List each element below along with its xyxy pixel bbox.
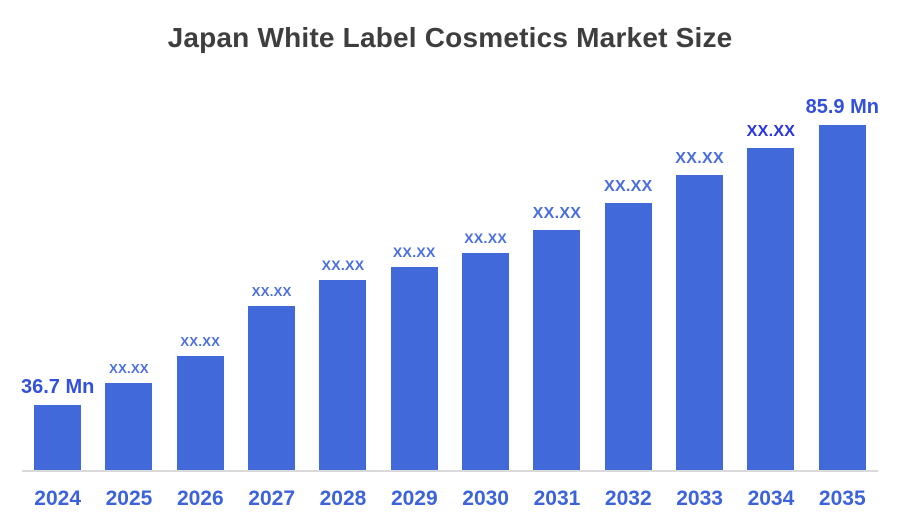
- bar-group: 36.7 Mn: [20, 376, 95, 470]
- bar-group: XX.XX: [664, 150, 735, 470]
- bar-value-label: XX.XX: [675, 150, 724, 168]
- bars-container: 36.7 Mn XX.XX XX.XX XX.XX XX.XX XX.XX XX.XX XX.…: [20, 0, 879, 470]
- bar-value-label: XX.XX: [464, 229, 507, 246]
- bar-value-label: 85.9 Mn: [805, 96, 879, 118]
- bar: [176, 356, 224, 470]
- x-axis-tick-label: 2024: [34, 487, 82, 510]
- bar-group: XX.XX: [307, 256, 378, 470]
- bar-group: XX.XX: [593, 178, 664, 470]
- x-axis-tick-label: 2027: [248, 487, 295, 510]
- bar-group: 85.9 Mn: [805, 96, 879, 470]
- bar-value-label: XX.XX: [251, 283, 292, 299]
- bar-group: XX.XX: [236, 283, 307, 470]
- bar-group: XX.XX: [735, 123, 806, 470]
- x-axis-tick-label: 2030: [462, 487, 509, 510]
- x-axis-tick-label: 2035: [818, 487, 866, 510]
- bar: [604, 203, 652, 470]
- bar: [533, 230, 581, 470]
- x-axis-line: [22, 470, 878, 472]
- bar-group: XX.XX: [165, 333, 236, 470]
- chart-title: Japan White Label Cosmetics Market Size: [167, 22, 733, 53]
- bar-value-label: 36.7 Mn: [20, 376, 95, 398]
- bar-group: XX.XX: [379, 243, 450, 470]
- bar-group: XX.XX: [521, 205, 592, 470]
- bar-value-label: XX.XX: [603, 178, 653, 196]
- x-axis-tick-label: 2032: [604, 487, 652, 510]
- bar: [390, 267, 438, 470]
- bar-value-label: XX.XX: [532, 205, 582, 223]
- bar-value-label: XX.XX: [109, 360, 149, 376]
- x-axis-tick-label: 2025: [105, 487, 153, 510]
- bar: [462, 253, 510, 470]
- x-axis-tick-label: 2029: [390, 487, 438, 510]
- bar: [105, 383, 153, 470]
- x-axis-tick-label: 2028: [319, 487, 367, 510]
- x-axis-tick-label: 2031: [533, 487, 581, 510]
- x-axis-labels: 2024 2025 2026 2027 2028 2029 2030 2031 2032 2033…: [22, 487, 878, 511]
- x-axis-tick-label: 2026: [176, 487, 224, 510]
- bar-value-label: XX.XX: [180, 333, 221, 349]
- bar-group: XX.XX: [93, 360, 164, 470]
- x-axis-tick-label: 2033: [676, 487, 723, 510]
- bar: [818, 125, 866, 470]
- bar-value-label: XX.XX: [392, 243, 436, 260]
- bar: [34, 405, 82, 470]
- bar-value-label: XX.XX: [746, 123, 796, 141]
- bar-group: XX.XX: [450, 229, 521, 470]
- bar: [319, 280, 367, 470]
- bar: [747, 148, 795, 470]
- bar: [676, 175, 724, 470]
- x-axis-tick-label: 2034: [747, 487, 795, 510]
- bar: [248, 306, 296, 470]
- bar-value-label: XX.XX: [321, 256, 365, 273]
